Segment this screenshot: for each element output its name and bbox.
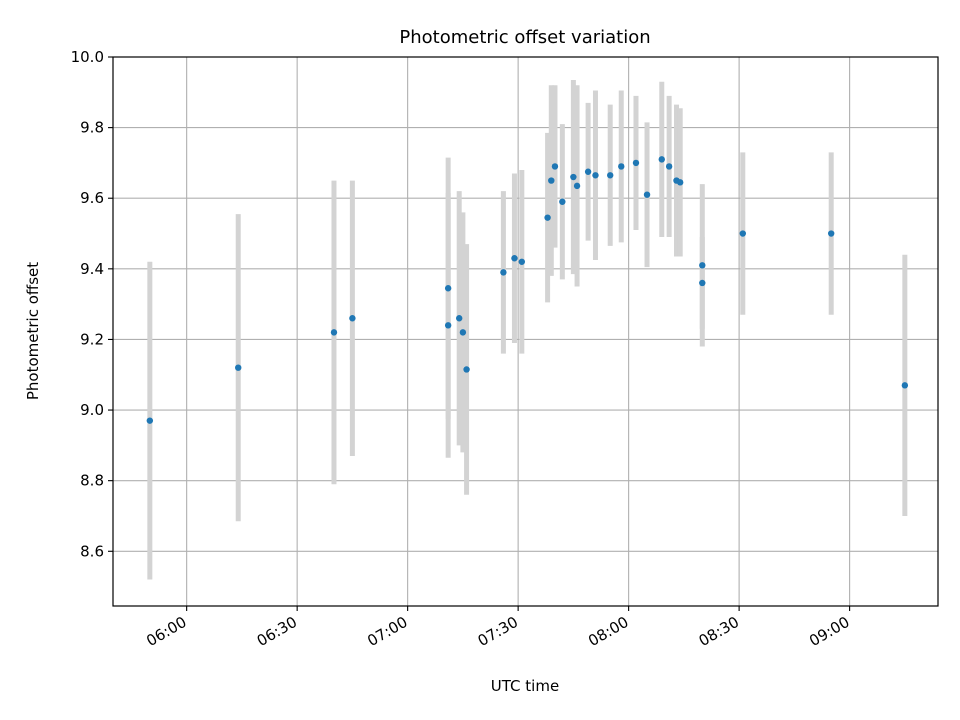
y-tick-label: 9.4	[80, 260, 104, 278]
y-axis-ticks: 8.6 8.8 9.0 9.2 9.4 9.6 9.8 10.0	[71, 48, 113, 560]
data-point	[658, 156, 665, 163]
data-point	[584, 168, 592, 175]
data-point	[592, 172, 599, 179]
y-tick-label: 10.0	[71, 48, 104, 66]
data-point	[559, 198, 566, 205]
data-point	[459, 329, 467, 336]
data-point	[146, 417, 154, 424]
data-point	[632, 159, 640, 167]
plot-frame	[112, 56, 939, 607]
data-point	[827, 230, 835, 237]
data-point	[607, 172, 614, 179]
data-point	[548, 177, 555, 184]
y-tick-label: 8.8	[80, 472, 104, 490]
grid-lines	[113, 56, 938, 606]
data-point	[330, 329, 338, 336]
data-point	[643, 191, 651, 198]
data-point	[544, 214, 551, 221]
data-point	[551, 163, 559, 170]
data-point	[570, 173, 577, 181]
data-point	[444, 285, 452, 292]
data-point	[500, 269, 507, 276]
y-axis-label: Photometric offset	[24, 262, 42, 400]
data-point	[699, 279, 706, 287]
data-point	[665, 163, 673, 170]
x-axis-label: UTC time	[491, 677, 559, 695]
y-tick-label: 8.6	[80, 542, 104, 560]
y-tick-label: 9.6	[80, 189, 104, 207]
data-point	[235, 364, 242, 371]
y-tick-label: 9.8	[80, 119, 104, 137]
data-point	[901, 382, 909, 389]
data-point	[511, 255, 518, 262]
data-point	[456, 315, 463, 322]
y-tick-label: 9.2	[80, 330, 104, 348]
chart-title: Photometric offset variation	[399, 27, 650, 48]
data-point	[699, 262, 706, 269]
data-point	[444, 322, 452, 329]
data-point	[618, 163, 625, 170]
y-tick-label: 9.0	[80, 401, 104, 419]
data-points	[146, 156, 909, 424]
data-point	[676, 179, 684, 186]
data-point	[573, 182, 581, 190]
data-point	[349, 315, 356, 322]
data-point	[463, 366, 470, 373]
data-point	[739, 230, 746, 237]
data-point	[518, 258, 526, 265]
